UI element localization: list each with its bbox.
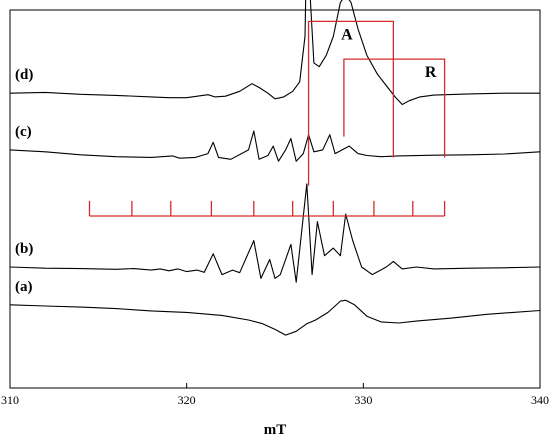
x-tick-label: 330 xyxy=(354,393,372,407)
bracket-label: R xyxy=(425,64,437,81)
hyperfine-stick-diagram xyxy=(88,200,446,217)
spectra: (d) (c) (b) (a) xyxy=(9,0,541,336)
x-axis-label: mT xyxy=(264,422,287,438)
x-tick-label: 310 xyxy=(1,393,19,407)
bracket-label: A xyxy=(341,26,353,43)
curve-label: (b) xyxy=(15,241,33,257)
plot-frame xyxy=(9,9,541,389)
bracket-line xyxy=(307,20,395,186)
spectrum-curve xyxy=(9,299,541,336)
spectrum-curve xyxy=(9,0,540,106)
spectrum-curve xyxy=(9,130,541,162)
x-tick-label: 320 xyxy=(178,393,196,407)
curve-label: (a) xyxy=(15,279,33,295)
curve-label: (d) xyxy=(15,67,33,83)
spectrum-curve xyxy=(9,183,541,283)
x-tick-label: 340 xyxy=(531,393,549,407)
annotation-brackets: AR xyxy=(307,20,446,186)
curve-label: (c) xyxy=(15,124,32,140)
x-axis: 310 320 330 340 xyxy=(1,383,549,407)
bracket-line xyxy=(343,58,446,158)
